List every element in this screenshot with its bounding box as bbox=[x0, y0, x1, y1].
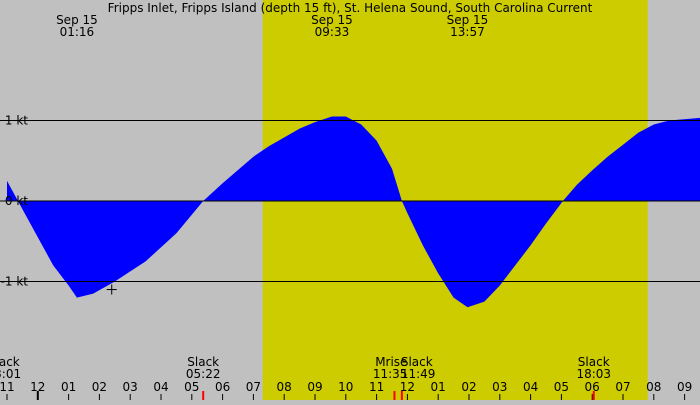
x-tick-label-17: 04 bbox=[523, 380, 538, 394]
x-tick-label-0: 11 bbox=[0, 380, 15, 394]
x-tick-label-15: 02 bbox=[461, 380, 476, 394]
bottom-annotation-label-2: Mrise bbox=[375, 355, 407, 369]
flood-area-1 bbox=[18, 116, 700, 308]
x-tick-label-5: 04 bbox=[153, 380, 168, 394]
x-tick-label-19: 06 bbox=[585, 380, 600, 394]
x-tick-label-12: 11 bbox=[369, 380, 384, 394]
x-axis-ticks: 11 12 01 02 03 04 05 06 07 08 09 10 11 12 01 02 03 04 05 06… bbox=[0, 380, 692, 400]
bottom-annotation-time-4: 18:03 bbox=[576, 367, 611, 381]
x-tick-label-2: 01 bbox=[61, 380, 76, 394]
x-tick-label-16: 03 bbox=[492, 380, 507, 394]
bottom-annotation-label-4: Slack bbox=[578, 355, 610, 369]
y-axis-label-2: -1 kt bbox=[1, 275, 29, 289]
x-tick-label-11: 10 bbox=[338, 380, 353, 394]
top-annotation-time-1: 09:33 bbox=[315, 25, 350, 39]
bottom-annotation-time-3: 11:49 bbox=[401, 367, 436, 381]
top-annotation-date-2: Sep 15 bbox=[447, 13, 489, 27]
bottom-annotations: lack3:01Slack05:22Mrise11:35Slack11:49Sl… bbox=[0, 355, 611, 381]
x-tick-label-14: 01 bbox=[431, 380, 446, 394]
y-axis-label-1: 0 kt bbox=[5, 194, 28, 208]
gridlines: 1 kt 0 kt -1 kt bbox=[0, 114, 700, 289]
x-tick-label-3: 02 bbox=[92, 380, 107, 394]
x-tick-label-4: 03 bbox=[123, 380, 138, 394]
bottom-annotation-label-1: Slack bbox=[187, 355, 219, 369]
top-annotation-date-1: Sep 15 bbox=[311, 13, 353, 27]
markers-layer bbox=[106, 284, 117, 295]
bottom-annotation-label-3: Slack bbox=[401, 355, 433, 369]
x-tick-label-22: 09 bbox=[677, 380, 692, 394]
x-tick-label-20: 07 bbox=[615, 380, 630, 394]
y-axis-label-0: 1 kt bbox=[5, 114, 28, 128]
bottom-annotation-time-1: 05:22 bbox=[186, 367, 221, 381]
x-tick-label-10: 09 bbox=[307, 380, 322, 394]
top-annotation-time-2: 13:57 bbox=[450, 25, 485, 39]
x-tick-label-7: 06 bbox=[215, 380, 230, 394]
x-tick-label-6: 05 bbox=[184, 380, 199, 394]
x-tick-label-21: 08 bbox=[646, 380, 661, 394]
current-area-layer bbox=[7, 116, 700, 308]
x-tick-label-1: 12 bbox=[30, 380, 45, 394]
x-tick-label-13: 12 bbox=[400, 380, 415, 394]
top-annotation-time-0: 01:16 bbox=[60, 25, 95, 39]
bottom-annotation-time-2: 11:35 bbox=[373, 367, 408, 381]
x-tick-label-18: 05 bbox=[554, 380, 569, 394]
bottom-annotation-time-0: 3:01 bbox=[0, 367, 21, 381]
top-annotation-date-0: Sep 15 bbox=[56, 13, 98, 27]
flood-area-0 bbox=[7, 180, 18, 201]
x-tick-label-9: 08 bbox=[277, 380, 292, 394]
chart-title: Fripps Inlet, Fripps Island (depth 15 ft… bbox=[108, 1, 593, 15]
bottom-annotation-label-0: lack bbox=[0, 355, 20, 369]
x-tick-label-8: 07 bbox=[246, 380, 261, 394]
